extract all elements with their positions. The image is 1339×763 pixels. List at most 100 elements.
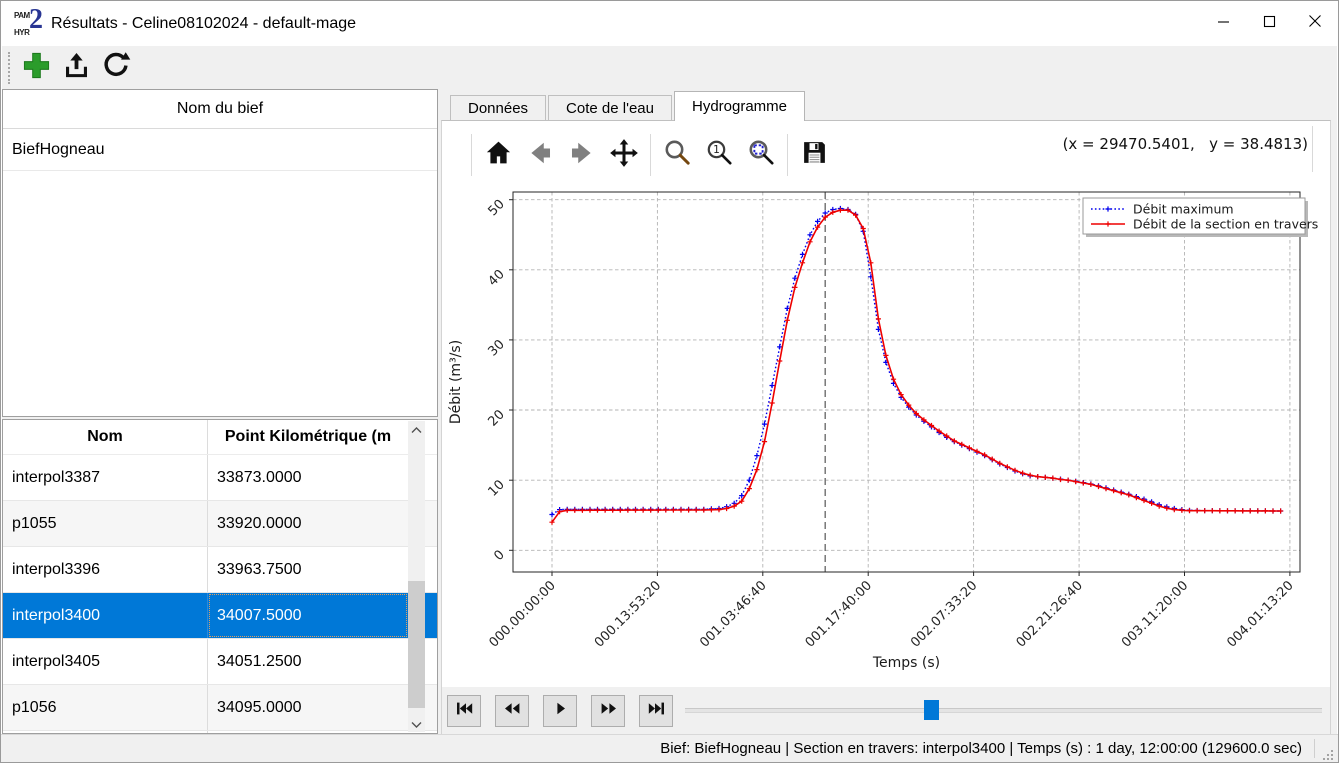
toolbar-separator bbox=[1312, 126, 1313, 172]
skip-start-button[interactable] bbox=[447, 694, 481, 727]
table-row[interactable]: interpol3405 34051.2500 bbox=[3, 639, 437, 685]
toolbar-drag-handle[interactable] bbox=[8, 51, 10, 84]
cell-pk[interactable]: 33920.0000 bbox=[217, 514, 302, 532]
tab-cote-de-l-eau[interactable]: Cote de l'eau bbox=[548, 95, 672, 120]
window-title: Résultats - Celine08102024 - default-mag… bbox=[51, 14, 357, 32]
add-button[interactable] bbox=[16, 49, 56, 87]
svg-text:003.11:20:00: 003.11:20:00 bbox=[1119, 578, 1191, 650]
slider-handle[interactable] bbox=[924, 700, 939, 720]
pamhyr-app-icon: PAM HYR 2 bbox=[14, 3, 43, 37]
svg-text:20: 20 bbox=[486, 407, 508, 429]
rewind-icon bbox=[504, 702, 521, 720]
status-bar: Bief: BiefHogneau | Section en travers: … bbox=[1, 734, 1338, 762]
time-slider[interactable] bbox=[685, 687, 1330, 734]
status-text: Bief: BiefHogneau | Section en travers: … bbox=[660, 740, 1302, 757]
forward-button[interactable] bbox=[561, 133, 603, 177]
table-row[interactable]: interpol3387 33873.0000 bbox=[3, 455, 437, 501]
reload-icon bbox=[101, 50, 131, 85]
close-button[interactable] bbox=[1292, 2, 1338, 46]
save-button[interactable] bbox=[793, 133, 835, 177]
cell-pk[interactable]: 34051.2500 bbox=[217, 652, 302, 670]
sections-table-header: Nom Point Kilométrique (m bbox=[3, 420, 437, 455]
cell-nom[interactable]: interpol3387 bbox=[3, 455, 208, 500]
svg-text:000.13:53:20: 000.13:53:20 bbox=[592, 578, 664, 650]
title-bar: PAM HYR 2 Résultats - Celine08102024 - d… bbox=[1, 1, 1338, 46]
svg-text:Temps (s): Temps (s) bbox=[872, 655, 940, 671]
skip-start-icon bbox=[456, 702, 473, 720]
rewind-button[interactable] bbox=[495, 694, 529, 727]
column-header-nom[interactable]: Nom bbox=[3, 420, 208, 454]
hydrograph-canvas[interactable]: 000.00:00:00 000.13:53:20 001.03:46:40 001.… bbox=[443, 180, 1335, 690]
svg-text:30: 30 bbox=[486, 337, 508, 359]
svg-text:1: 1 bbox=[713, 144, 720, 156]
svg-text:Débit (m³/s): Débit (m³/s) bbox=[448, 340, 464, 424]
back-icon bbox=[526, 139, 554, 172]
zoom-fit-icon bbox=[747, 138, 776, 172]
cell-nom[interactable]: interpol3396 bbox=[3, 547, 208, 592]
results-panel: Données Cote de l'eau Hydrogramme 1 (x = 2… bbox=[440, 89, 1337, 734]
table-row[interactable]: p1056 34095.0000 bbox=[3, 685, 437, 731]
home-button[interactable] bbox=[477, 133, 519, 177]
time-player bbox=[442, 687, 1330, 734]
tab-donn-es[interactable]: Données bbox=[450, 95, 547, 120]
zoom-button[interactable] bbox=[656, 133, 698, 177]
minimize-button[interactable] bbox=[1200, 2, 1246, 46]
svg-text:Débit de la section en travers: Débit de la section en travers bbox=[1133, 217, 1318, 232]
column-header-pk[interactable]: Point Kilométrique (m bbox=[224, 428, 392, 445]
svg-text:001.03:46:40: 001.03:46:40 bbox=[697, 578, 769, 650]
zoom-one-button[interactable]: 1 bbox=[698, 133, 740, 177]
scrollbar-thumb[interactable] bbox=[408, 581, 425, 708]
table-row[interactable]: interpol3400 34007.5000 bbox=[3, 593, 437, 639]
reach-item[interactable]: BiefHogneau bbox=[3, 129, 437, 171]
sections-table-body: interpol3387 33873.0000 p1055 33920.0000 int… bbox=[3, 455, 437, 733]
table-row[interactable]: interpol3396 33963.7500 bbox=[3, 547, 437, 593]
reload-button[interactable] bbox=[96, 49, 136, 87]
cell-nom[interactable]: p1056 bbox=[3, 685, 208, 730]
cell-pk[interactable]: 34095.0000 bbox=[217, 698, 302, 716]
play-button[interactable] bbox=[543, 694, 577, 727]
scroll-down-button[interactable] bbox=[408, 715, 425, 732]
reach-list-panel: Nom du bief BiefHogneau bbox=[2, 89, 438, 417]
scroll-up-button[interactable] bbox=[408, 421, 425, 438]
forward-icon bbox=[568, 139, 596, 172]
chevron-down-icon bbox=[411, 715, 422, 733]
table-row[interactable]: p1055 33920.0000 bbox=[3, 501, 437, 547]
close-icon bbox=[1308, 14, 1322, 33]
table-row-partial bbox=[3, 731, 437, 733]
maximize-button[interactable] bbox=[1246, 2, 1292, 46]
cell-nom[interactable]: interpol3405 bbox=[3, 639, 208, 684]
svg-text:002.07:33:20: 002.07:33:20 bbox=[908, 578, 980, 650]
main-toolbar bbox=[2, 46, 1337, 89]
table-scrollbar[interactable] bbox=[408, 421, 425, 732]
svg-text:004.01:13:20: 004.01:13:20 bbox=[1224, 578, 1296, 650]
reach-list-header: Nom du bief bbox=[3, 90, 437, 129]
status-separator bbox=[1314, 739, 1315, 758]
cell-nom[interactable]: p1055 bbox=[3, 501, 208, 546]
back-button[interactable] bbox=[519, 133, 561, 177]
skip-end-button[interactable] bbox=[639, 694, 673, 727]
minimize-icon bbox=[1217, 15, 1230, 33]
fast-forward-button[interactable] bbox=[591, 694, 625, 727]
svg-text:Débit maximum: Débit maximum bbox=[1133, 202, 1234, 217]
skip-end-icon bbox=[648, 702, 665, 720]
fast-forward-icon bbox=[600, 702, 617, 720]
zoom-one-icon: 1 bbox=[705, 138, 734, 172]
cursor-coordinates: (x = 29470.5401, y = 38.4813) bbox=[1062, 135, 1308, 153]
export-button[interactable] bbox=[56, 49, 96, 87]
export-icon bbox=[61, 50, 92, 86]
figure-toolbar: 1 bbox=[442, 130, 1330, 180]
cell-nom[interactable]: interpol3400 bbox=[3, 593, 208, 638]
slider-groove[interactable] bbox=[685, 708, 1322, 713]
zoom-fit-button[interactable] bbox=[740, 133, 782, 177]
pan-icon bbox=[609, 138, 639, 173]
resize-grip[interactable] bbox=[1321, 748, 1335, 762]
chevron-up-icon bbox=[411, 421, 422, 439]
pan-button[interactable] bbox=[603, 133, 645, 177]
cell-pk[interactable]: 33963.7500 bbox=[217, 560, 302, 578]
cell-pk[interactable]: 33873.0000 bbox=[217, 468, 302, 486]
home-icon bbox=[485, 139, 512, 171]
tab-hydrogramme[interactable]: Hydrogramme bbox=[673, 91, 806, 121]
toolbar-separator bbox=[471, 134, 472, 176]
cell-pk[interactable]: 34007.5000 bbox=[208, 593, 408, 638]
hydrogramme-tab-pane: 1 (x = 29470.5401, y = 38.4813) 000.00:0… bbox=[441, 120, 1331, 734]
